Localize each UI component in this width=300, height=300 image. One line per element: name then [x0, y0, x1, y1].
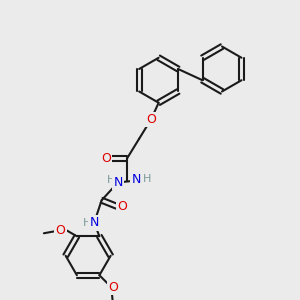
Text: O: O [118, 200, 128, 213]
Text: H: H [106, 175, 115, 185]
Text: O: O [101, 152, 111, 165]
Text: O: O [108, 281, 118, 294]
Text: N: N [89, 216, 99, 229]
Text: N: N [131, 173, 141, 186]
Text: H: H [142, 174, 151, 184]
Text: O: O [56, 224, 65, 237]
Text: H: H [82, 218, 91, 228]
Text: O: O [146, 113, 156, 126]
Text: N: N [113, 176, 123, 189]
